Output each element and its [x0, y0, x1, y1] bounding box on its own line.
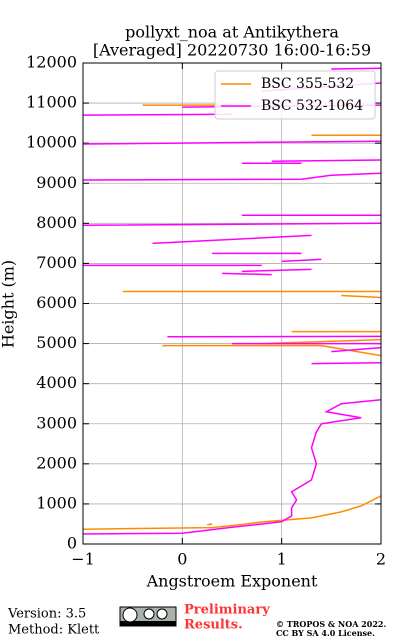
data-line: [83, 104, 381, 530]
y-tick-label: 12000: [26, 53, 77, 72]
legend-label: BSC 355-532: [261, 76, 354, 92]
y-tick-label: 9000: [36, 173, 77, 192]
version: Version: 3.5: [7, 607, 86, 622]
y-tick-label: 1000: [36, 493, 77, 512]
y-tick-label: 7000: [36, 253, 77, 272]
x-tick-label: −1: [71, 550, 95, 569]
y-tick-label: 5000: [36, 333, 77, 352]
y-tick-label: 2000: [36, 453, 77, 472]
chart-subtitle: [Averaged] 20220730 16:00-16:59: [93, 41, 371, 60]
plot-frame: [82, 62, 382, 545]
y-axis-label: Height (m): [0, 260, 18, 348]
chart-title: pollyxt_noa at Antikythera: [125, 23, 339, 42]
copyright: © TROPOS & NOA 2022.: [276, 619, 386, 629]
notice: Preliminary: [184, 603, 270, 618]
y-tick-label: 6000: [36, 293, 77, 312]
x-axis-label: Angstroem Exponent: [146, 572, 318, 591]
method: Method: Klett: [8, 623, 100, 638]
legend-box: [214, 70, 376, 120]
y-tick-label: 11000: [26, 93, 77, 112]
x-tick-label: 0: [177, 550, 187, 569]
y-tick-label: 10000: [26, 133, 77, 152]
y-tick-label: 4000: [36, 373, 77, 392]
notice: Results.: [184, 618, 243, 633]
y-tick-label: 8000: [36, 213, 77, 232]
x-tick-label: 2: [376, 550, 386, 569]
legend-label: BSC 532-1064: [261, 98, 363, 114]
x-tick-label: 1: [277, 550, 287, 569]
copyright: CC BY SA 4.0 License.: [276, 628, 375, 638]
cc-badge: [119, 606, 177, 627]
y-tick-label: 0: [67, 534, 77, 553]
y-tick-label: 3000: [36, 413, 77, 432]
